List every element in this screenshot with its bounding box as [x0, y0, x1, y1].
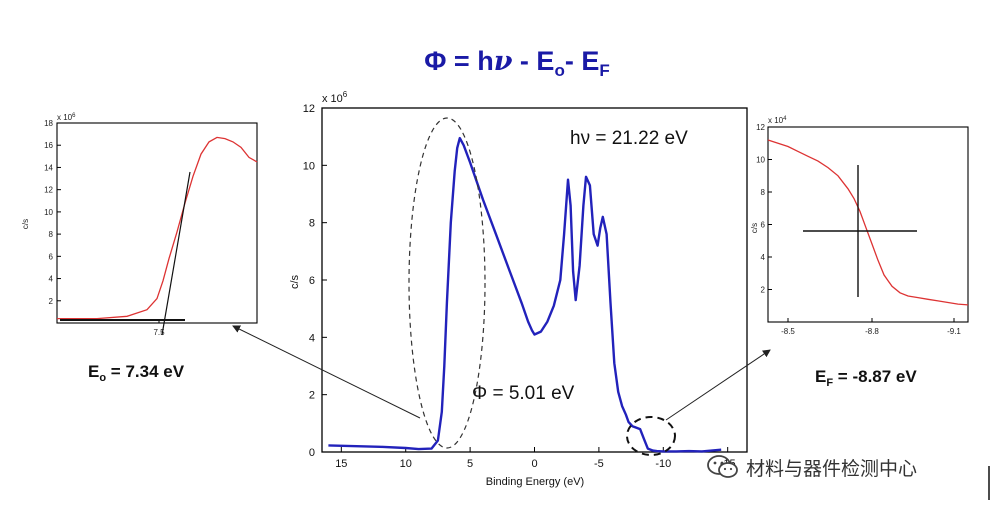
title-sub-o: o: [554, 61, 564, 80]
right-x-tick-label: -8.8: [865, 327, 879, 336]
equation-title: Φ = hν - Eo- EF: [424, 46, 609, 80]
main-y-tick-label: 8: [309, 218, 315, 230]
left-inset-chart: x 106 2 4 6 8 10 12 14 16 18 7.5 c/s Eo = 7.34 eV: [21, 113, 258, 384]
left-y-tick-label: 2: [49, 297, 54, 306]
right-y-tick-label: 4: [761, 253, 766, 262]
title-phi: Φ: [424, 46, 446, 76]
left-x-tick-label: 7.5: [153, 328, 165, 337]
phi-annotation: Φ = 5.01 eV: [472, 383, 575, 404]
title-minus-e: - E: [512, 46, 554, 76]
right-y-tick-label: 10: [756, 156, 765, 165]
wechat-icon: [707, 455, 738, 478]
main-y-tick-label: 0: [309, 447, 315, 459]
main-x-tick-label: 10: [400, 458, 412, 470]
hv-annotation: hν = 21.22 eV: [570, 128, 688, 149]
right-inset-y-multiplier: x 104: [768, 116, 787, 125]
main-y-tick-label: 10: [303, 160, 315, 172]
main-y-tick-label: 4: [309, 332, 315, 344]
right-inset-y-label: c/s: [750, 223, 759, 233]
main-y-label: c/s: [289, 274, 301, 289]
main-y-multiplier: x 106: [322, 90, 348, 105]
main-x-tick-label: -5: [594, 458, 604, 470]
right-x-tick-label: -8.5: [781, 327, 795, 336]
main-y-tick-label: 12: [303, 103, 315, 115]
right-y-tick-label: 8: [761, 188, 766, 197]
right-y-tick-label: 2: [761, 286, 766, 295]
main-x-label: Binding Energy (eV): [486, 476, 584, 488]
right-y-tick-label: 6: [761, 221, 766, 230]
right-inset-series-line: [767, 139, 969, 306]
left-y-tick-label: 16: [44, 141, 53, 150]
left-inset-tangent-line: [161, 171, 191, 336]
left-y-tick-label: 12: [44, 186, 53, 195]
fermi-edge-circle: [626, 416, 676, 456]
title-eq: = h: [446, 46, 493, 76]
left-y-tick-label: 6: [49, 252, 54, 261]
title-sub-f: F: [599, 61, 609, 80]
main-x-tick-label: -10: [655, 458, 671, 470]
right-x-tick-label: -9.1: [947, 327, 961, 336]
title-minus-e2: - E: [565, 46, 600, 76]
eo-label: Eo = 7.34 eV: [88, 362, 185, 384]
work-function-ellipse: [408, 117, 486, 449]
left-inset-y-label: c/s: [21, 219, 30, 229]
main-series-line: [328, 136, 722, 453]
right-inset-frame: [767, 126, 969, 323]
right-y-tick-label: 12: [756, 123, 765, 132]
left-y-tick-label: 4: [49, 275, 54, 284]
right-inset-chart: x 104 2 4 6 8 10 12 -8.5 -8.8 -9.1 c/s EF = -8.8…: [750, 116, 969, 389]
right-inset-axis-ticks: 2 4 6 8 10 12 -8.5 -8.8 -9.1: [756, 123, 961, 336]
watermark-text: 材料与器件检测中心: [746, 457, 918, 480]
main-y-tick-label: 2: [309, 390, 315, 402]
left-inset-series-line: [57, 136, 258, 320]
left-y-tick-label: 18: [44, 119, 53, 128]
title-nu: ν: [494, 46, 513, 77]
main-x-tick-label: 0: [531, 458, 537, 470]
left-y-tick-label: 10: [44, 208, 53, 217]
left-y-tick-label: 8: [49, 230, 54, 239]
right-connector-arrow: [665, 349, 771, 421]
main-x-tick-label: 5: [467, 458, 473, 470]
left-inset-frame: [56, 122, 258, 324]
watermark: 材料与器件检测中心: [706, 453, 917, 481]
ef-label: EF = -8.87 eV: [815, 367, 917, 389]
left-inset-axis-ticks: 2 4 6 8 10 12 14 16 18 7.5: [44, 119, 165, 337]
left-inset-y-multiplier: x 106: [57, 113, 76, 122]
left-connector-arrow: [232, 325, 421, 419]
main-x-tick-label: 15: [335, 458, 347, 470]
main-y-tick-label: 6: [309, 275, 315, 287]
left-y-tick-label: 14: [44, 163, 53, 172]
